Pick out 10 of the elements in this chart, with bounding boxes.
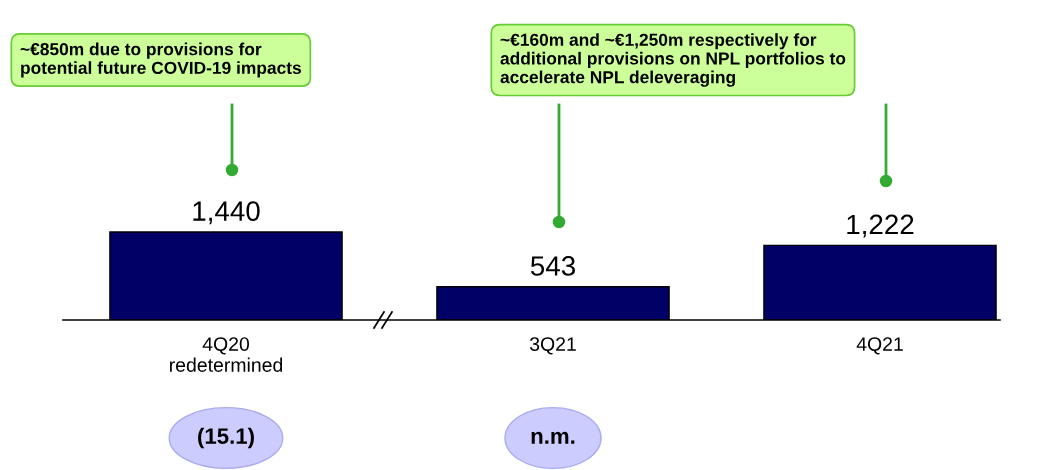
x-tick-label: 4Q20 redetermined [170,337,283,372]
text: (15.1) [198,427,254,449]
data-label: 1,440 [193,201,260,225]
text: n.m. [531,431,575,444]
x-tick-label: 4Q21 [856,337,903,355]
data-label: 543 [530,256,575,276]
data-label: 1,222 [847,214,914,238]
text: ~€160m and ~€1,250m respectively for additional provisions on NPL portfolios to accelerate NPL deleveraging [500,33,846,87]
text: ~€850m due to provisions for potential future COVID-19 impacts [20,42,301,78]
x-tick-label: 3Q21 [529,337,576,355]
